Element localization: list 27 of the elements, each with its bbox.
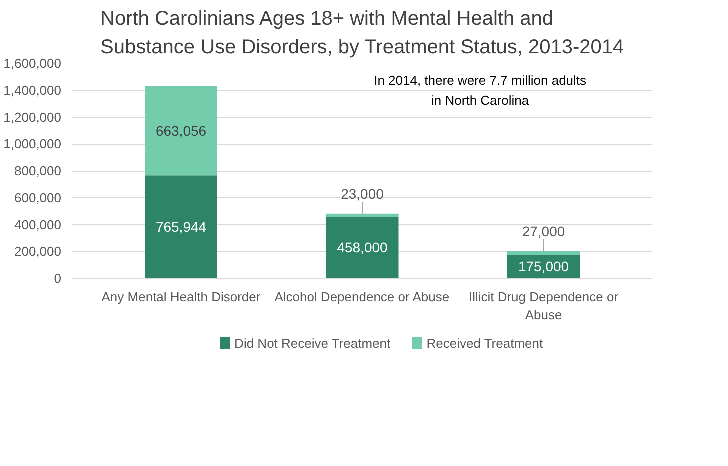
y-tick-label: 1,000,000	[4, 136, 62, 152]
data-label: 765,944	[156, 219, 207, 236]
bar	[145, 176, 218, 278]
data-label: 27,000	[522, 223, 566, 240]
x-tick-label: Illicit Drug Dependence or Abuse	[468, 290, 620, 322]
y-tick-label: 1,400,000	[4, 82, 62, 98]
bar	[508, 251, 580, 255]
data-label: 23,000	[341, 186, 384, 202]
bar	[326, 214, 399, 217]
x-tick-label: Any Mental Health Disorder	[102, 290, 262, 304]
bar	[326, 216, 399, 278]
y-tick-label: 400,000	[14, 217, 62, 232]
data-label: 175,000	[518, 258, 570, 275]
bar	[145, 86, 218, 176]
x-tick-label: Alcohol Dependence or Abuse	[274, 290, 450, 304]
legend-label: Received Treatment	[426, 336, 544, 351]
data-label: 663,056	[156, 123, 207, 140]
y-tick-label: 200,000	[14, 244, 62, 260]
legend-label: Did Not Receive Treatment	[234, 336, 392, 351]
y-tick-label: 800,000	[14, 164, 62, 178]
y-tick-label: 600,000	[14, 190, 62, 206]
y-tick-label: 1,600,000	[4, 56, 62, 71]
y-tick-label: 0	[54, 271, 62, 286]
data-label: 458,000	[337, 240, 388, 256]
y-tick-label: 1,200,000	[4, 110, 62, 125]
annotation: In 2014, there were 7.7 million adults in North Carolina	[374, 73, 588, 108]
chart-title: North Carolinians Ages 18+ with Mental Health and Substance Use Disorders, by Treatment Status, 2013-2014	[100, 8, 624, 58]
